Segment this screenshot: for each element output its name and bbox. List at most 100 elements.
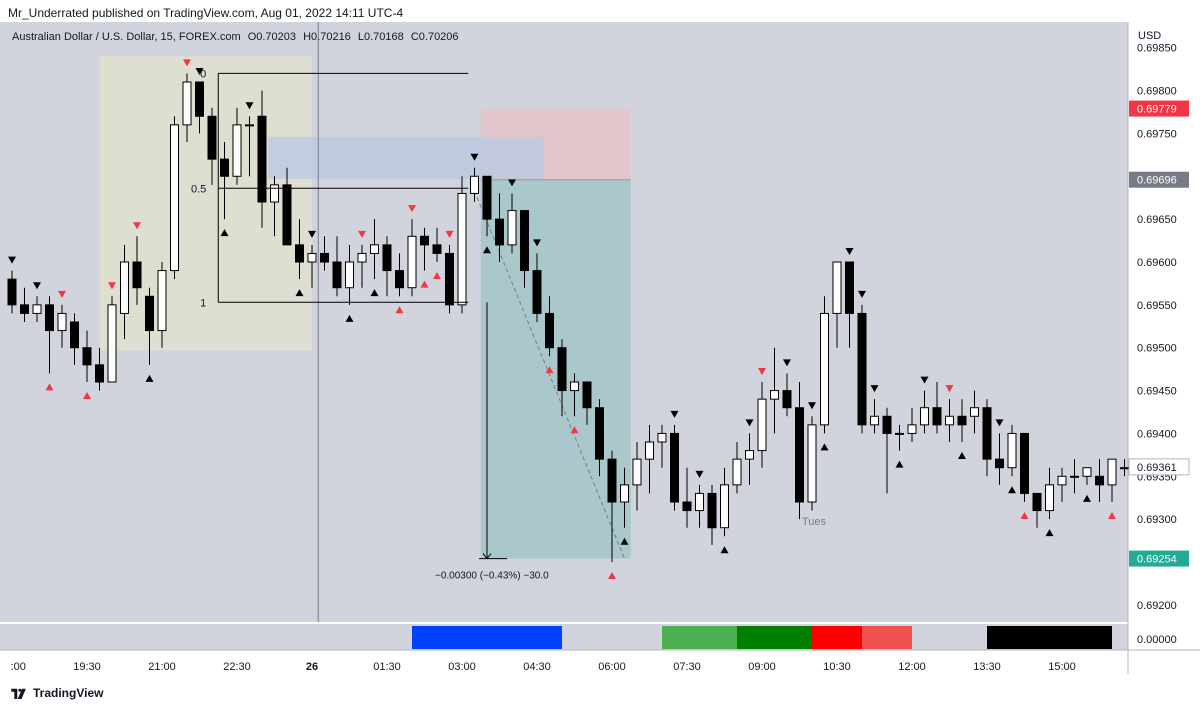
candle-body[interactable] xyxy=(232,124,242,177)
candle-body[interactable] xyxy=(757,398,767,452)
candle-body[interactable] xyxy=(695,492,704,512)
candle-body[interactable] xyxy=(1007,432,1017,469)
chart-area[interactable]: 0 0.5 1 −0.00300 (−0.43%) −30.0 Tues USD 0.698… xyxy=(0,22,1200,682)
y-tick-label: 0.69300 xyxy=(1137,514,1177,526)
candle-body[interactable] xyxy=(932,407,942,426)
candle-body[interactable] xyxy=(220,158,229,177)
candle-body[interactable] xyxy=(682,501,692,512)
candle-body[interactable] xyxy=(820,312,829,426)
candle-body[interactable] xyxy=(382,244,392,272)
candle-body[interactable] xyxy=(470,175,479,194)
candle-body[interactable] xyxy=(620,484,629,503)
candle-body[interactable] xyxy=(345,261,354,289)
candle-body[interactable] xyxy=(432,244,442,254)
candle-body[interactable] xyxy=(745,450,754,460)
candle-body[interactable] xyxy=(782,390,792,409)
candle-body[interactable] xyxy=(882,415,892,434)
candle-body[interactable] xyxy=(82,347,92,366)
candle-body[interactable] xyxy=(120,261,129,314)
candle-body[interactable] xyxy=(495,218,504,246)
candle-body[interactable] xyxy=(970,407,979,417)
candle-body[interactable] xyxy=(257,115,267,203)
candle-body[interactable] xyxy=(632,458,642,486)
candle-body[interactable] xyxy=(557,347,567,392)
candle-body[interactable] xyxy=(770,390,779,400)
candle-body[interactable] xyxy=(270,184,279,203)
candle-body[interactable] xyxy=(1095,475,1104,486)
candle-body[interactable] xyxy=(482,175,492,220)
candle-body[interactable] xyxy=(657,432,667,443)
candle-body[interactable] xyxy=(320,252,329,263)
candle-body[interactable] xyxy=(645,441,654,460)
candle-body[interactable] xyxy=(195,81,204,117)
candle-body[interactable] xyxy=(1070,475,1079,478)
candle-body[interactable] xyxy=(370,244,379,254)
candle-body[interactable] xyxy=(957,415,967,426)
candle-body[interactable] xyxy=(132,261,142,289)
candle-body[interactable] xyxy=(582,381,592,409)
candle-body[interactable] xyxy=(595,407,604,460)
candle-body[interactable] xyxy=(407,235,417,289)
candle-body[interactable] xyxy=(157,270,167,332)
y-tick-label: 0.69800 xyxy=(1137,86,1177,98)
y-tick-label: 0.69650 xyxy=(1137,214,1177,226)
candle-body[interactable] xyxy=(1120,467,1129,470)
candle-body[interactable] xyxy=(670,432,679,503)
candle-body[interactable] xyxy=(945,415,954,426)
candle-body[interactable] xyxy=(807,424,817,503)
candle-body[interactable] xyxy=(570,381,579,392)
candle-body[interactable] xyxy=(995,458,1004,469)
candle-body[interactable] xyxy=(845,261,854,314)
candle-body[interactable] xyxy=(57,312,67,332)
candle-body[interactable] xyxy=(1045,484,1054,512)
candle-body[interactable] xyxy=(907,424,917,434)
candle-body[interactable] xyxy=(420,235,429,246)
candle-body[interactable] xyxy=(307,252,317,263)
candle-body[interactable] xyxy=(545,312,554,349)
candle-body[interactable] xyxy=(20,304,29,314)
candle-body[interactable] xyxy=(520,210,529,272)
candle-body[interactable] xyxy=(857,312,867,426)
candle-body[interactable] xyxy=(245,124,254,127)
candle-body[interactable] xyxy=(720,484,729,529)
candle-body[interactable] xyxy=(170,124,179,272)
candle-body[interactable] xyxy=(182,81,192,126)
candle-body[interactable] xyxy=(457,192,467,306)
candle-body[interactable] xyxy=(982,407,992,460)
candle-body[interactable] xyxy=(95,364,104,383)
candle-body[interactable] xyxy=(832,261,842,314)
candle-body[interactable] xyxy=(395,270,404,289)
candle-body[interactable] xyxy=(207,115,217,160)
candle-body[interactable] xyxy=(70,321,79,349)
candle-body[interactable] xyxy=(1057,475,1067,486)
candle-body[interactable] xyxy=(707,492,717,529)
candle-body[interactable] xyxy=(357,252,367,263)
x-tick-label: 19:30 xyxy=(73,661,101,673)
candle-body[interactable] xyxy=(1032,492,1042,512)
candle-body[interactable] xyxy=(45,304,54,332)
candle-body[interactable] xyxy=(895,432,904,435)
candle-body[interactable] xyxy=(795,407,804,503)
candle-body[interactable] xyxy=(920,407,929,426)
candle-body[interactable] xyxy=(1107,458,1117,486)
candle-body[interactable] xyxy=(870,415,879,426)
candle-body[interactable] xyxy=(332,261,342,289)
candle-body[interactable] xyxy=(32,304,42,314)
candle-body[interactable] xyxy=(732,458,742,486)
candle-body[interactable] xyxy=(1020,432,1029,494)
candle-body[interactable] xyxy=(445,252,454,306)
footer-brand[interactable]: TradingView xyxy=(10,684,103,702)
candle-body[interactable] xyxy=(295,244,304,263)
candlestick-chart[interactable]: 00.51−0.00300 (−0.43%) −30.0TuesUSD0.698… xyxy=(0,22,1200,682)
candle-body[interactable] xyxy=(507,210,517,246)
candle-body[interactable] xyxy=(1082,467,1092,477)
indicator-pane[interactable] xyxy=(0,624,1128,650)
candle-body[interactable] xyxy=(282,184,292,246)
take-profit-zone[interactable] xyxy=(480,179,631,559)
candle-body[interactable] xyxy=(145,295,154,332)
blue-zone-rect xyxy=(268,136,544,179)
candle-body[interactable] xyxy=(532,270,542,314)
candle-body[interactable] xyxy=(607,458,617,503)
candle-body[interactable] xyxy=(107,304,117,383)
candle-body[interactable] xyxy=(7,278,17,306)
